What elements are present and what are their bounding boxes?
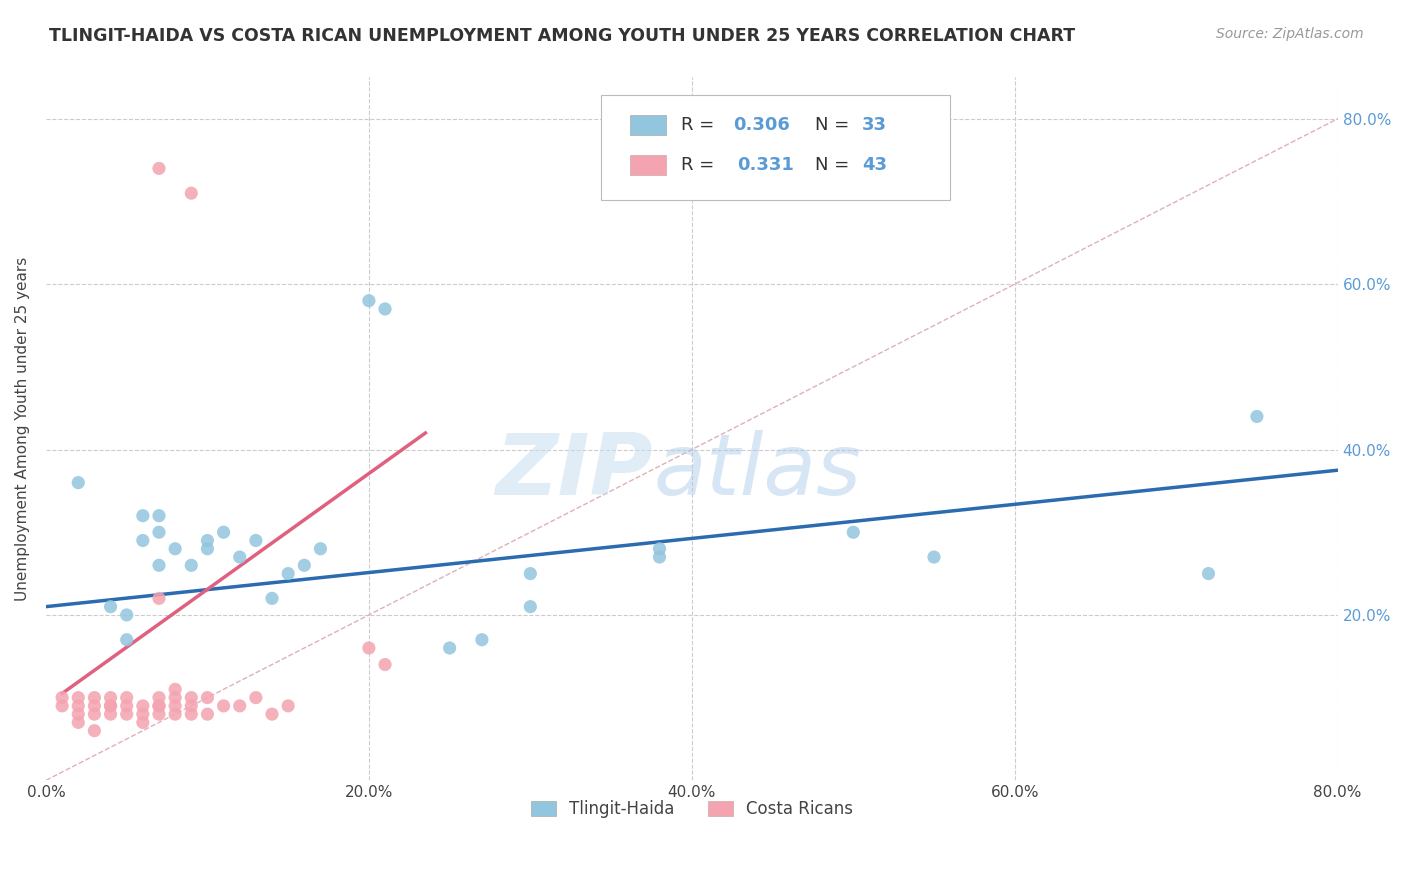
Point xyxy=(148,591,170,606)
Text: 43: 43 xyxy=(862,156,887,174)
Point xyxy=(83,707,105,722)
Point xyxy=(648,541,671,556)
Point xyxy=(115,690,138,705)
Point xyxy=(165,698,187,713)
Point xyxy=(67,690,90,705)
Point xyxy=(439,640,461,655)
Point xyxy=(148,508,170,523)
Point xyxy=(148,161,170,176)
Text: 33: 33 xyxy=(862,116,887,134)
Text: N =: N = xyxy=(814,116,855,134)
Point xyxy=(277,698,299,713)
Point xyxy=(165,690,187,705)
Point xyxy=(197,533,219,548)
Legend: Tlingit-Haida, Costa Ricans: Tlingit-Haida, Costa Ricans xyxy=(524,793,859,825)
Point xyxy=(165,682,187,697)
Point xyxy=(148,698,170,713)
Point xyxy=(519,599,541,614)
Point xyxy=(67,698,90,713)
Point xyxy=(197,690,219,705)
Point xyxy=(212,698,235,713)
Point xyxy=(148,690,170,705)
Point xyxy=(132,533,155,548)
Point xyxy=(100,690,122,705)
Point xyxy=(648,549,671,564)
Point xyxy=(180,186,202,201)
Point xyxy=(51,698,73,713)
Point xyxy=(165,541,187,556)
Text: 0.306: 0.306 xyxy=(733,116,790,134)
Bar xyxy=(630,115,666,135)
Point xyxy=(115,632,138,647)
Point xyxy=(148,558,170,573)
Point xyxy=(67,475,90,490)
Point xyxy=(148,698,170,713)
Point xyxy=(1246,409,1268,424)
Text: Source: ZipAtlas.com: Source: ZipAtlas.com xyxy=(1216,27,1364,41)
Point xyxy=(132,508,155,523)
Text: ZIP: ZIP xyxy=(495,430,652,513)
Point xyxy=(519,566,541,581)
Point xyxy=(260,591,283,606)
Point xyxy=(245,533,267,548)
Point xyxy=(309,541,332,556)
Point xyxy=(100,698,122,713)
Point xyxy=(1198,566,1220,581)
Point xyxy=(471,632,494,647)
Point xyxy=(374,301,396,316)
Point xyxy=(148,525,170,540)
Point xyxy=(180,698,202,713)
Point xyxy=(51,690,73,705)
Point xyxy=(165,707,187,722)
Text: R =: R = xyxy=(682,116,720,134)
Text: 0.331: 0.331 xyxy=(737,156,794,174)
Point xyxy=(842,525,865,540)
Point xyxy=(83,698,105,713)
Point xyxy=(212,525,235,540)
Point xyxy=(245,690,267,705)
Point xyxy=(115,607,138,622)
Point xyxy=(100,707,122,722)
Point xyxy=(67,707,90,722)
Point xyxy=(115,707,138,722)
Point xyxy=(922,549,945,564)
Point xyxy=(277,566,299,581)
Point xyxy=(357,640,380,655)
Point xyxy=(132,698,155,713)
Point xyxy=(148,707,170,722)
Text: atlas: atlas xyxy=(652,430,860,513)
Point xyxy=(292,558,315,573)
Point xyxy=(197,707,219,722)
Point xyxy=(180,558,202,573)
Point xyxy=(180,690,202,705)
Point xyxy=(228,698,250,713)
Point xyxy=(83,723,105,738)
Point xyxy=(67,715,90,730)
Text: R =: R = xyxy=(682,156,727,174)
Text: TLINGIT-HAIDA VS COSTA RICAN UNEMPLOYMENT AMONG YOUTH UNDER 25 YEARS CORRELATION: TLINGIT-HAIDA VS COSTA RICAN UNEMPLOYMEN… xyxy=(49,27,1076,45)
Text: N =: N = xyxy=(814,156,855,174)
Point xyxy=(83,690,105,705)
Point xyxy=(357,293,380,308)
Point xyxy=(115,698,138,713)
Point xyxy=(228,549,250,564)
Point xyxy=(374,657,396,672)
Point xyxy=(132,707,155,722)
Y-axis label: Unemployment Among Youth under 25 years: Unemployment Among Youth under 25 years xyxy=(15,257,30,601)
Point xyxy=(132,715,155,730)
Bar xyxy=(630,155,666,175)
Point xyxy=(100,698,122,713)
Point xyxy=(260,707,283,722)
Point xyxy=(180,707,202,722)
Point xyxy=(197,541,219,556)
FancyBboxPatch shape xyxy=(602,95,950,201)
Point xyxy=(100,599,122,614)
